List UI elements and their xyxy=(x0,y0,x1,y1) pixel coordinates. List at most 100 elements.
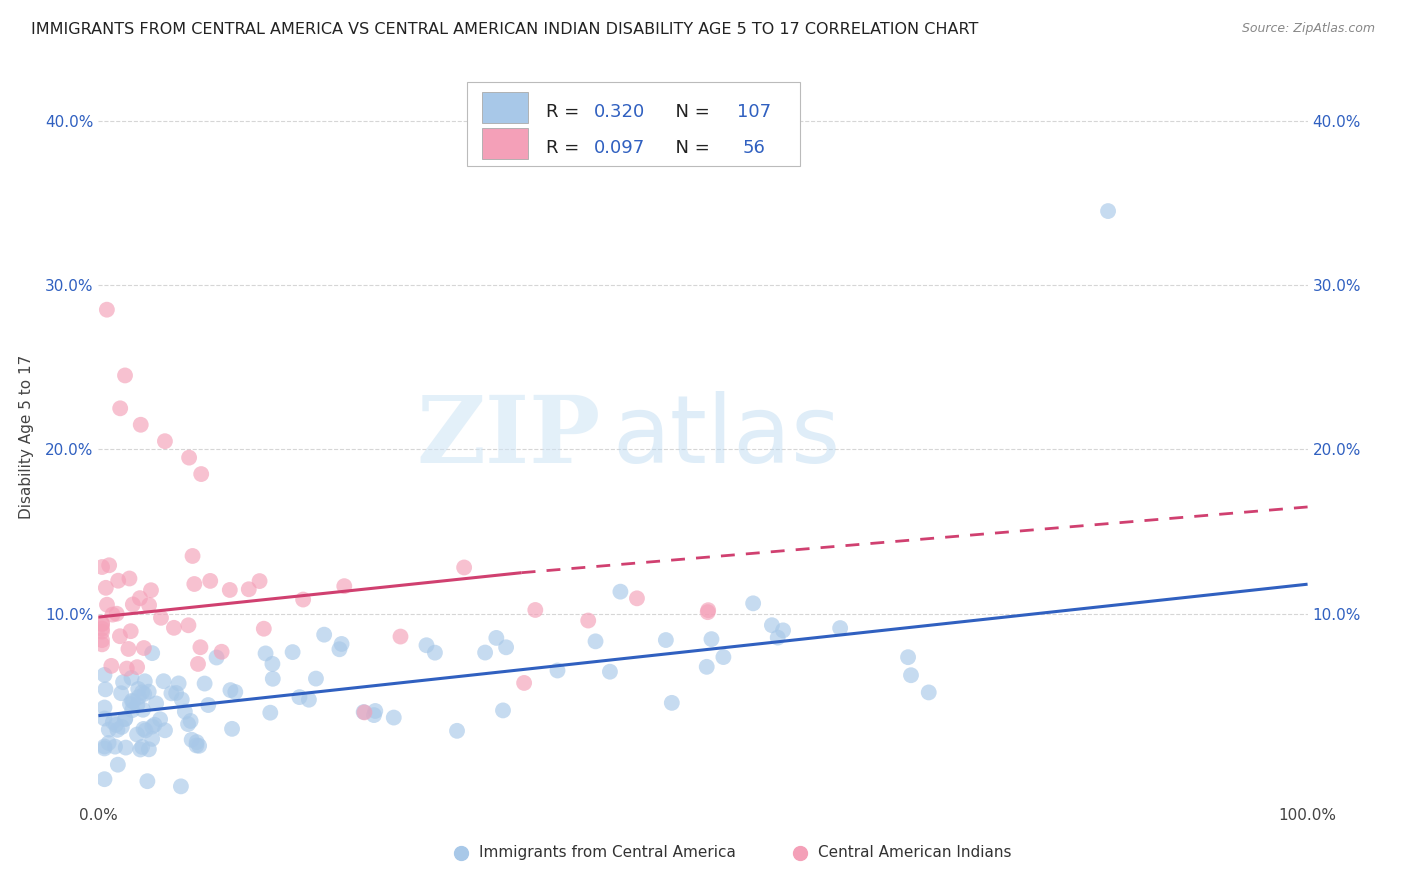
Point xyxy=(298,692,321,706)
Point xyxy=(141,646,163,660)
Point xyxy=(134,687,156,701)
Point xyxy=(197,698,219,712)
Point xyxy=(314,628,336,642)
Point xyxy=(696,605,718,619)
Point xyxy=(105,607,128,621)
Point xyxy=(485,631,508,645)
Point xyxy=(330,637,353,651)
Point xyxy=(626,591,648,606)
Point xyxy=(132,722,155,736)
Point xyxy=(609,584,631,599)
Point xyxy=(91,560,114,574)
Point xyxy=(292,592,315,607)
Point xyxy=(696,660,718,674)
Point xyxy=(219,683,242,698)
Point xyxy=(513,676,536,690)
FancyBboxPatch shape xyxy=(482,128,527,159)
Text: 107: 107 xyxy=(737,103,770,120)
Point xyxy=(141,731,163,746)
Point xyxy=(129,417,152,432)
Point xyxy=(830,621,852,635)
Point xyxy=(121,598,143,612)
Point xyxy=(93,772,115,787)
FancyBboxPatch shape xyxy=(482,92,527,122)
Point xyxy=(93,700,115,714)
Point xyxy=(353,706,375,720)
Point xyxy=(547,664,569,678)
Text: IMMIGRANTS FROM CENTRAL AMERICA VS CENTRAL AMERICAN INDIAN DISABILITY AGE 5 TO 1: IMMIGRANTS FROM CENTRAL AMERICA VS CENTR… xyxy=(31,22,979,37)
Point xyxy=(288,690,311,705)
Point xyxy=(173,705,195,719)
Point xyxy=(128,690,150,704)
Point xyxy=(165,686,187,700)
Point xyxy=(183,577,205,591)
Point xyxy=(108,629,131,643)
Point xyxy=(91,622,114,636)
Text: N =: N = xyxy=(664,103,716,120)
Point xyxy=(585,634,607,648)
Point xyxy=(415,638,437,652)
Point xyxy=(305,672,328,686)
Point xyxy=(114,712,136,726)
Point xyxy=(177,717,200,731)
Point xyxy=(114,368,136,383)
Point xyxy=(179,450,201,465)
Point xyxy=(127,681,149,696)
Point xyxy=(153,723,176,738)
Point xyxy=(524,603,547,617)
FancyBboxPatch shape xyxy=(467,82,800,167)
Point xyxy=(96,598,118,612)
Point xyxy=(145,697,167,711)
Point xyxy=(382,710,405,724)
Point xyxy=(160,686,183,700)
Point xyxy=(211,645,233,659)
Point xyxy=(364,704,387,718)
Point xyxy=(91,616,114,631)
Point xyxy=(117,642,139,657)
Point xyxy=(333,579,356,593)
Point xyxy=(111,720,134,734)
Point xyxy=(139,583,162,598)
Point xyxy=(121,703,143,717)
Point xyxy=(170,780,193,794)
Point xyxy=(186,739,208,753)
Text: 56: 56 xyxy=(742,139,766,157)
Point xyxy=(697,603,720,617)
Point xyxy=(121,671,143,685)
Point xyxy=(104,718,127,732)
Point xyxy=(328,642,350,657)
Text: ZIP: ZIP xyxy=(416,392,600,482)
Text: 0.097: 0.097 xyxy=(595,139,645,157)
Point xyxy=(900,668,922,682)
Point xyxy=(91,617,114,632)
Text: N =: N = xyxy=(664,139,716,157)
Point xyxy=(918,685,941,699)
Point xyxy=(101,607,124,622)
Point xyxy=(94,581,117,595)
Point xyxy=(131,739,153,754)
Point xyxy=(97,723,120,737)
Point xyxy=(205,650,228,665)
Point xyxy=(96,302,118,317)
Point xyxy=(446,723,468,738)
Point xyxy=(190,640,212,655)
Point xyxy=(150,611,173,625)
Text: 0.320: 0.320 xyxy=(595,103,645,120)
Text: Immigrants from Central America: Immigrants from Central America xyxy=(479,845,737,860)
Point xyxy=(713,650,735,665)
Text: R =: R = xyxy=(546,139,585,157)
Point xyxy=(107,574,129,588)
Point xyxy=(114,712,136,726)
Point xyxy=(121,694,143,708)
Point xyxy=(93,711,115,725)
Point xyxy=(576,614,599,628)
Point xyxy=(389,630,412,644)
Point xyxy=(599,665,621,679)
Point xyxy=(254,647,277,661)
Point xyxy=(120,624,142,639)
Point xyxy=(110,686,132,700)
Point xyxy=(188,739,211,753)
Point xyxy=(474,646,496,660)
Point xyxy=(700,632,723,647)
Point xyxy=(661,696,683,710)
